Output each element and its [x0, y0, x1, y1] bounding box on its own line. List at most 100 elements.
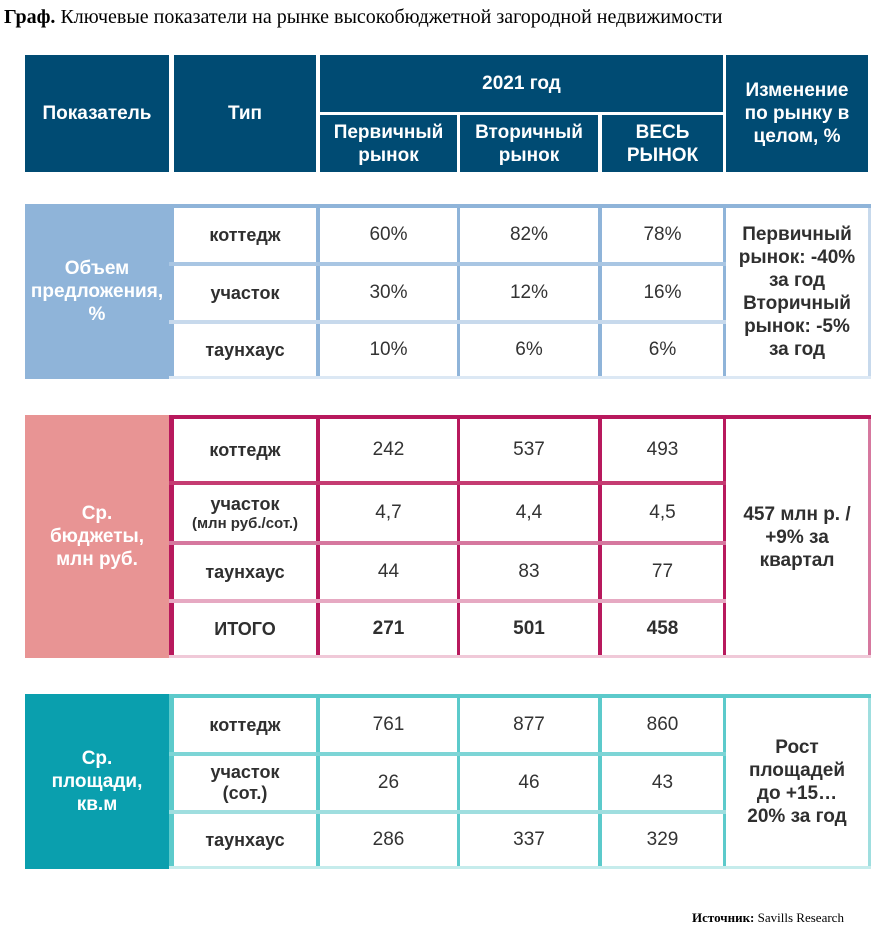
- supply-row-1-primary: 60%: [320, 208, 457, 262]
- cell-value: 60%: [369, 224, 408, 245]
- row-type-label: таунхаус: [205, 561, 285, 582]
- cell-value: 6%: [648, 339, 677, 360]
- header-year-label: 2021 год: [482, 73, 561, 94]
- cell-value: 10%: [369, 339, 408, 360]
- grid-line: [457, 415, 460, 658]
- cell-value: 242: [372, 439, 405, 460]
- area-change: Рост площадей до +15…20% за год: [726, 698, 868, 866]
- source-text: Savills Research: [757, 910, 844, 925]
- budget-row-3-primary: 44: [320, 545, 457, 599]
- row-type-label: участок: [210, 762, 280, 782]
- grid-line: [723, 694, 726, 869]
- grid-line: [169, 810, 726, 814]
- cell-value: 46: [518, 772, 540, 793]
- supply-change: Первичный рынок: -40% за год Вторичный р…: [726, 208, 868, 376]
- cell-value: 78%: [643, 224, 682, 245]
- grid-line: [598, 204, 602, 379]
- grid-line: [723, 415, 726, 658]
- grid-line: [169, 694, 871, 698]
- cell-value: 493: [646, 439, 679, 460]
- budget-row-1-secondary: 537: [460, 419, 598, 481]
- header-year: 2021 год: [320, 55, 723, 112]
- source-label: Источник:: [692, 910, 755, 925]
- cell-value: 286: [372, 829, 405, 850]
- grid-line: [316, 694, 320, 869]
- title-prefix: Граф.: [4, 6, 56, 28]
- row-type-label: коттедж: [209, 714, 281, 735]
- page-title: Граф. Ключевые показатели на рынке высок…: [4, 6, 722, 29]
- supply-category: Объем предложения, %: [25, 204, 169, 379]
- grid-line: [868, 204, 871, 379]
- grid-line: [169, 481, 726, 485]
- supply-row-1-type: коттедж: [174, 208, 316, 262]
- area-row-1-type: коттедж: [174, 698, 316, 752]
- cell-value: 43: [651, 772, 674, 793]
- area-row-1-total: 860: [602, 698, 723, 752]
- budget-row-3-type: таунхаус: [174, 545, 316, 599]
- budget-row-1-total: 493: [602, 419, 723, 481]
- title-text: Ключевые показатели на рынке высокобюдже…: [60, 6, 723, 28]
- budget-row-3-secondary: 83: [460, 545, 598, 599]
- supply-row-3-secondary: 6%: [460, 324, 598, 376]
- row-type-label: коттедж: [209, 439, 281, 460]
- cell-value: 12%: [509, 282, 549, 303]
- budget-row-4-primary: 271: [320, 603, 457, 655]
- budget-change: 457 млн р. / +9% за квартал: [726, 419, 868, 655]
- cell-value: 83: [518, 561, 540, 582]
- grid-line: [169, 415, 871, 419]
- source-note: Источник: Savills Research: [692, 910, 844, 926]
- supply-row-2-secondary: 12%: [460, 266, 598, 320]
- header-change-label: Изменение по рынку в целом, %: [744, 80, 850, 147]
- grid-line: [457, 204, 460, 379]
- supply-row-3-primary: 10%: [320, 324, 457, 376]
- supply-row-1-secondary: 82%: [460, 208, 598, 262]
- budget-row-1-type: коттедж: [174, 419, 316, 481]
- supply-change-text: Первичный рынок: -40% за год Вторичный р…: [738, 224, 856, 360]
- cell-value: 4,5: [649, 502, 676, 523]
- cell-value: 6%: [515, 339, 543, 360]
- row-type-label: ИТОГО: [214, 618, 276, 639]
- grid-line: [457, 694, 460, 869]
- row-type-label: таунхаус: [205, 339, 285, 360]
- header-secondary-label: Вторичный рынок: [475, 121, 583, 166]
- budget-row-2-total: 4,5: [602, 485, 723, 541]
- supply-row-2-total: 16%: [602, 266, 723, 320]
- cell-value: 4,7: [375, 502, 402, 523]
- supply-row-3-type: таунхаус: [174, 324, 316, 376]
- supply-category-label: Объем предложения, %: [30, 258, 164, 325]
- cell-value: 271: [372, 618, 405, 639]
- grid-line: [169, 655, 871, 658]
- budget-row-4-total: 458: [602, 603, 723, 655]
- grid-line: [868, 694, 871, 869]
- cell-value: 16%: [643, 282, 682, 303]
- area-row-2-type: участок (сот.): [174, 756, 316, 810]
- area-row-3-total: 329: [602, 814, 723, 866]
- budget-row-2-type: участок (млн руб./сот.): [174, 485, 316, 541]
- cell-value: 860: [646, 714, 679, 735]
- header-indicator: Показатель: [25, 55, 169, 172]
- row-type-label: таунхаус: [205, 829, 285, 850]
- cell-value: 30%: [369, 282, 408, 303]
- header-secondary: Вторичный рынок: [460, 115, 598, 172]
- row-subtype-label: (млн руб./сот.): [191, 514, 299, 532]
- grid-line: [598, 415, 602, 658]
- area-row-1-primary: 761: [320, 698, 457, 752]
- header-primary: Первичный рынок: [320, 115, 457, 172]
- cell-value: 4,4: [515, 502, 543, 523]
- cell-value: 877: [513, 714, 545, 735]
- budget-category: Ср. бюджеты, млн руб.: [25, 415, 169, 658]
- grid-line: [169, 599, 726, 603]
- cell-value: 337: [513, 829, 545, 850]
- cell-value: 44: [377, 561, 400, 582]
- grid-line: [169, 376, 871, 379]
- row-type-label: участок: [210, 493, 280, 514]
- cell-value: 329: [646, 829, 679, 850]
- area-change-text: Рост площадей до +15…20% за год: [747, 737, 847, 827]
- area-category-label: Ср. площади, кв.м: [51, 748, 143, 815]
- cell-value: 82%: [509, 224, 549, 245]
- supply-row-2-type: участок: [174, 266, 316, 320]
- budget-row-4-secondary: 501: [460, 603, 598, 655]
- grid-line: [169, 415, 174, 658]
- grid-line: [169, 694, 174, 869]
- grid-line: [598, 694, 602, 869]
